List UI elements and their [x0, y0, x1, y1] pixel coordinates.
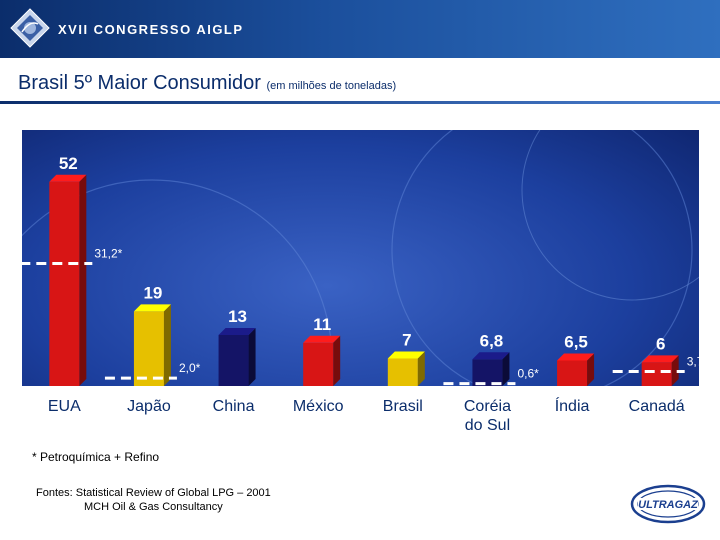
sources: Fontes: Statistical Review of Global LPG…: [36, 486, 271, 514]
category-label: Índia: [555, 396, 590, 415]
bar-top: [49, 174, 87, 182]
bar-top: [303, 335, 341, 343]
value-label: 52: [59, 154, 78, 173]
value-label: 6,5: [564, 332, 588, 351]
bar-side: [79, 174, 87, 386]
sources-line-1: Fontes: Statistical Review of Global LPG…: [36, 487, 271, 499]
category-label: Coréia do Sul: [464, 398, 511, 434]
title-divider: [0, 101, 720, 104]
slide-subtitle: (em milhões de toneladas): [266, 80, 397, 92]
slide-title: Brasil 5º Maior Consumidor (em milhões d…: [18, 72, 396, 95]
petrochem-label: 3,7*: [687, 354, 699, 368]
petrochem-label: 31,2*: [94, 246, 122, 260]
bar-2: [133, 304, 171, 386]
slide-title-text: Brasil 5º Maior Consumidor: [18, 72, 261, 94]
value-label: 13: [228, 307, 247, 326]
aiglp-logo-icon: [10, 8, 50, 48]
value-label: 6,8: [480, 331, 504, 350]
bar-top: [641, 355, 679, 363]
bar-5: [387, 351, 425, 386]
consumption-chart: 52 EUA 31,2* 19 Japão 2,0* 13 China 11 México 7 Bra…: [0, 79, 720, 540]
header-banner: XVII CONGRESSO AIGLP: [0, 0, 720, 58]
bar-8: [641, 355, 679, 386]
bar-side: [671, 355, 679, 386]
bar-top: [387, 351, 425, 359]
bar-front: [303, 342, 334, 386]
bar-3: [218, 327, 256, 386]
category-label: México: [293, 398, 344, 415]
value-label: 11: [313, 315, 331, 334]
bar-front: [472, 359, 503, 386]
ultragaz-logo: ULTRAGAZ: [630, 484, 706, 524]
bar-7: [557, 353, 595, 386]
bar-6: [472, 352, 510, 386]
bar-front: [218, 334, 249, 386]
bar-top: [133, 304, 171, 312]
value-label: 19: [143, 283, 162, 302]
bar-front: [133, 311, 164, 386]
category-label: Brasil: [383, 398, 423, 415]
bar-front: [49, 181, 80, 386]
petrochem-label: 2,0*: [179, 361, 201, 375]
footnote: * Petroquímica + Refino: [32, 450, 160, 464]
bar-front: [557, 360, 588, 386]
bar-side: [502, 352, 510, 386]
bar-side: [587, 353, 595, 386]
petrochem-label: 0,6*: [517, 367, 539, 381]
bar-top: [472, 352, 510, 360]
bar-top: [557, 353, 595, 361]
bar-front: [641, 362, 672, 386]
bar-side: [417, 351, 425, 386]
bar-top: [218, 327, 256, 335]
conference-title: XVII CONGRESSO AIGLP: [58, 22, 244, 37]
category-label: Canadá: [629, 398, 685, 415]
bar-front: [387, 358, 418, 386]
bar-chart-svg: 52 EUA 31,2* 19 Japão 2,0* 13 China 11 México 7 Bra…: [0, 79, 720, 540]
ultragaz-logo-text: ULTRAGAZ: [638, 499, 699, 511]
category-label: EUA: [48, 398, 81, 415]
value-label: 7: [402, 331, 411, 350]
bar-side: [333, 335, 341, 386]
category-label: China: [213, 398, 255, 415]
sources-line-2: MCH Oil & Gas Consultancy: [84, 501, 223, 513]
bar-side: [248, 327, 256, 386]
category-label: Japão: [127, 398, 171, 415]
value-label: 6: [656, 334, 665, 353]
bar-4: [303, 335, 341, 386]
bar-1: [49, 174, 87, 386]
bar-side: [163, 304, 171, 386]
category-label-strip: [22, 386, 699, 442]
